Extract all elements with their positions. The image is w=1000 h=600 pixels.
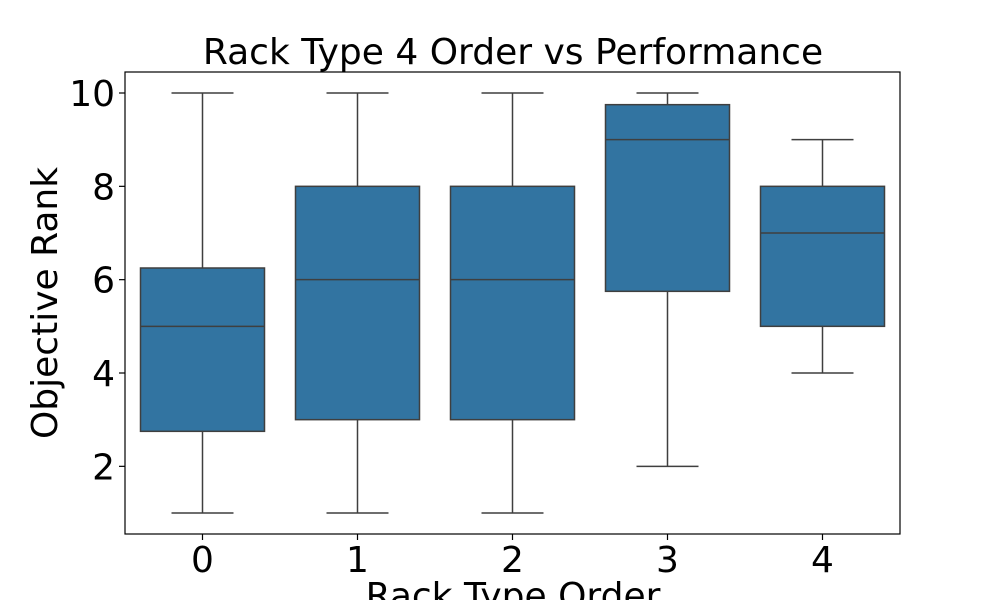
y-axis-label: Objective Rank	[25, 167, 66, 439]
y-tick-label: 10	[69, 74, 115, 115]
plot-area: 0 1 2 3 4 2 4 6 8 10	[69, 71, 901, 581]
box-4	[759, 185, 886, 328]
x-tick-label: 2	[501, 540, 524, 581]
x-tick-label: 1	[346, 540, 369, 581]
box-2	[449, 185, 576, 421]
box-0	[139, 267, 266, 433]
box-3	[604, 103, 731, 293]
y-tick-label: 6	[92, 261, 115, 302]
y-tick-label: 4	[92, 354, 115, 395]
x-tick-label: 0	[191, 540, 214, 581]
x-tick-label: 3	[656, 540, 679, 581]
chart-title: Rack Type 4 Order vs Performance	[203, 32, 823, 73]
y-tick-label: 8	[92, 167, 115, 208]
x-tick-label: 4	[811, 540, 834, 581]
box-1	[294, 185, 421, 421]
y-tick-label: 2	[92, 447, 115, 488]
x-axis-label: Rack Type Order	[366, 576, 661, 600]
